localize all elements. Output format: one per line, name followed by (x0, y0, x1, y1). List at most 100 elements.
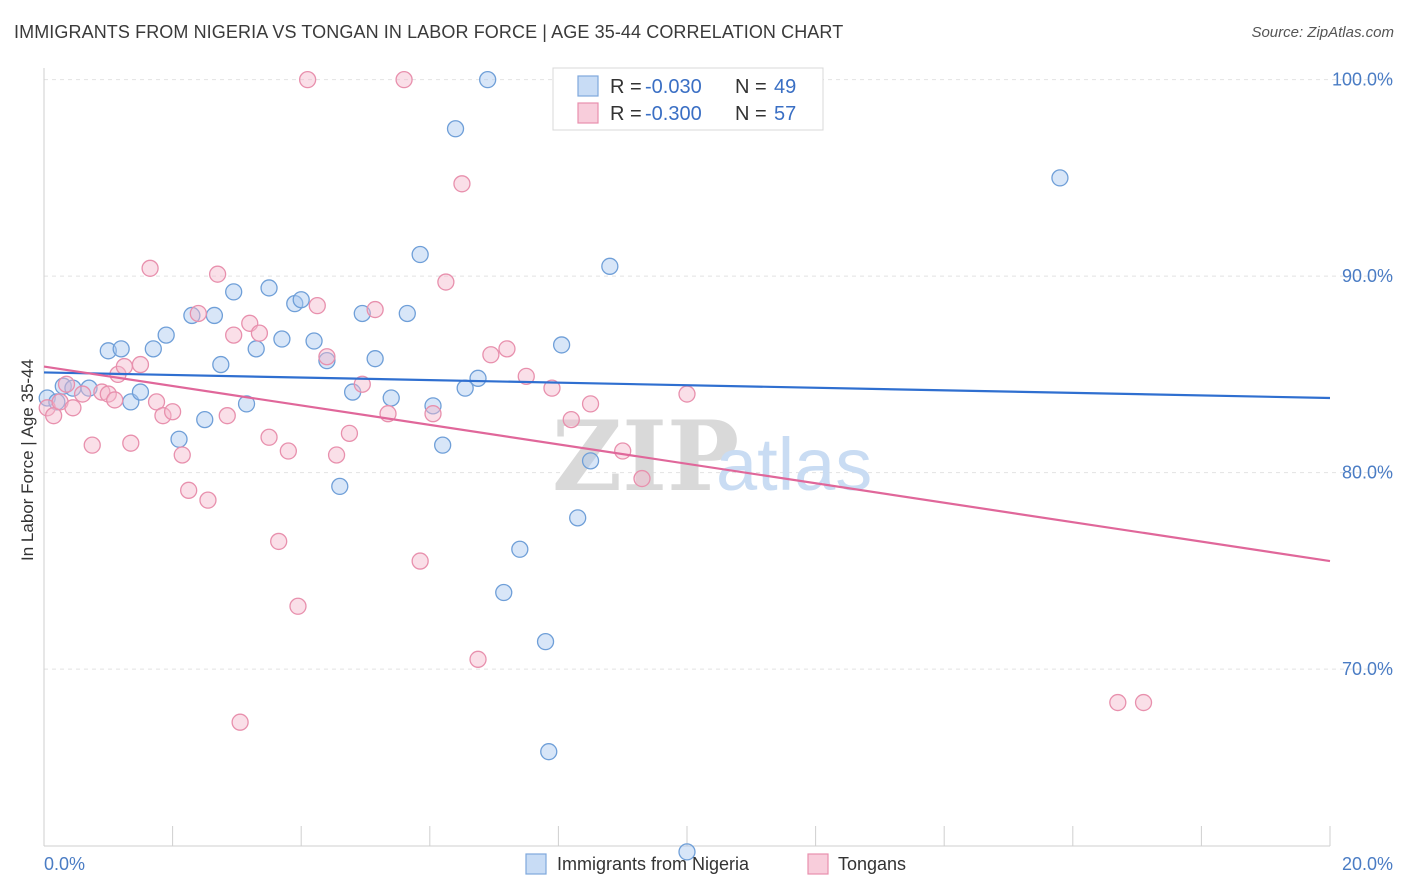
legend-n-label-tongans: N = (735, 103, 767, 125)
grid-lines (44, 79, 1392, 670)
nigeria-point (540, 743, 558, 761)
nigeria-point (434, 436, 452, 454)
tongan-point (122, 434, 140, 452)
tongan-point (678, 385, 696, 403)
legend-r-label-nigeria: R = (610, 76, 642, 98)
tongan-point (154, 407, 172, 425)
nigeria-point (479, 71, 497, 89)
source-label: Source: ZipAtlas.com (1251, 24, 1394, 41)
legend-n-label-nigeria: N = (735, 76, 767, 98)
y-tick-labels: 70.0% 80.0% 90.0% 100.0% (1332, 70, 1393, 680)
tongan-point (189, 304, 207, 323)
x-tick-labels: 0.0% 20.0% (44, 854, 1393, 874)
y-tick-label: 80.0% (1342, 463, 1393, 483)
tongan-point (99, 385, 117, 403)
nigeria-point (411, 245, 429, 264)
nigeria-point (260, 279, 278, 297)
nigeria-point (678, 843, 696, 861)
x-tick-label-max: 20.0% (1342, 854, 1393, 874)
y-tick-label: 100.0% (1332, 70, 1393, 90)
tongan-point (482, 346, 500, 364)
nigeria-point (212, 355, 230, 374)
tongan-point (1109, 693, 1127, 712)
nigeria-point (446, 120, 465, 138)
data-points (38, 71, 1153, 861)
nigeria-point (366, 350, 384, 368)
nigeria-point (495, 583, 513, 602)
nigeria-point (382, 389, 400, 407)
legend-r-value-tongans: -0.300 (645, 103, 702, 125)
nigeria-point (157, 326, 175, 344)
tongan-point (411, 552, 429, 570)
legend-r-label-tongans: R = (610, 103, 642, 125)
tongan-point (353, 375, 371, 393)
nigeria-point (305, 332, 323, 350)
nigeria-point (601, 257, 619, 275)
tongan-point (57, 375, 76, 393)
tongan-point (437, 273, 455, 291)
tongan-point (308, 296, 326, 315)
tongan-point (270, 532, 288, 551)
watermark: ZIP atlas (552, 400, 872, 513)
nigeria-point (292, 291, 310, 309)
tongan-point (498, 340, 516, 358)
series-legend-label-nigeria: Immigrants from Nigeria (557, 854, 750, 874)
nigeria-point (398, 304, 416, 323)
tongan-point (327, 446, 346, 464)
tongan-point (1134, 693, 1153, 712)
tongan-trend-line (43, 365, 1331, 563)
tongan-point (298, 71, 317, 89)
nigeria-point (536, 632, 555, 651)
tongan-point (73, 385, 92, 403)
axes (43, 68, 1331, 847)
nigeria-point (247, 340, 265, 358)
tongan-point (64, 399, 82, 417)
tongan-point (543, 379, 561, 397)
nigeria-point (38, 389, 56, 407)
tongan-point (424, 405, 442, 423)
nigeria-point (318, 351, 336, 370)
nigeria-point (581, 452, 600, 470)
nigeria-point (511, 540, 529, 558)
series-legend-swatch-tongans (807, 853, 829, 875)
tongan-point (93, 383, 111, 401)
tongan-point (141, 259, 159, 277)
nigeria-point (131, 383, 150, 401)
tongan-point (581, 395, 600, 413)
tongan-point (199, 491, 217, 509)
series-legend-label-tongans: Tongans (838, 854, 906, 874)
tongan-point (318, 348, 336, 366)
nigeria-point (205, 306, 224, 325)
series-legend: Immigrants from Nigeria Tongans (525, 853, 906, 875)
nigeria-point (469, 369, 487, 387)
nigeria-point (1051, 169, 1069, 187)
tongan-point (395, 71, 413, 89)
x-tick-label-min: 0.0% (44, 854, 85, 874)
nigeria-point (183, 306, 201, 325)
legend: R = -0.030 N = 49 R = -0.300 N = 57 (552, 67, 824, 131)
tongan-point (231, 713, 249, 731)
nigeria-point (112, 340, 130, 358)
nigeria-point (196, 410, 214, 429)
nigeria-point (569, 509, 587, 527)
tongan-point (517, 367, 535, 386)
tongan-point (163, 403, 182, 421)
tongan-point (279, 442, 297, 460)
legend-swatch-nigeria (577, 75, 599, 97)
tongan-point (289, 597, 307, 615)
watermark-atlas: atlas (716, 423, 872, 506)
y-tick-label: 90.0% (1342, 266, 1393, 286)
tongan-point (218, 407, 236, 425)
legend-n-value-tongans: 57 (774, 103, 796, 125)
tongan-point (633, 469, 651, 488)
nigeria-point (273, 330, 291, 348)
tongan-point (366, 300, 384, 319)
tongan-point (115, 357, 134, 376)
tongan-point (614, 442, 632, 460)
tongan-point (469, 650, 487, 668)
y-tick-label: 70.0% (1342, 659, 1393, 679)
nigeria-trend-line (43, 371, 1331, 400)
nigeria-point (331, 477, 349, 496)
legend-r-value-nigeria: -0.030 (645, 76, 702, 98)
tongan-point (83, 436, 101, 454)
